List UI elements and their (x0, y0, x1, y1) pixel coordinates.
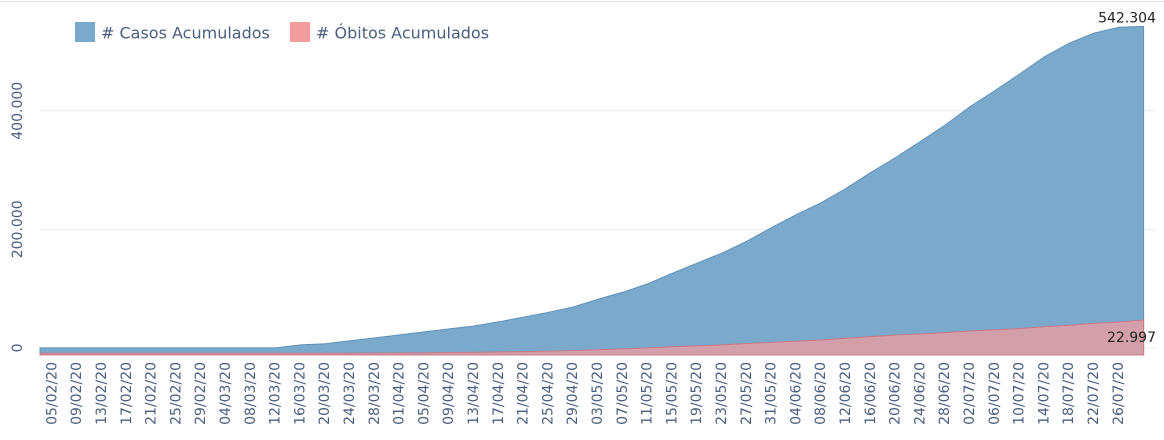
x-tick-label: 15/05/20 (664, 362, 680, 425)
x-tick-label: 08/03/20 (243, 362, 259, 425)
x-tick-label: 05/02/20 (44, 362, 60, 425)
x-tick-label: 28/03/20 (367, 362, 383, 425)
x-tick-label: 06/07/20 (987, 362, 1003, 425)
x-tick-label: 03/05/20 (590, 362, 606, 425)
x-tick-label: 13/04/20 (466, 362, 482, 425)
y-tick-label: 200.000 (10, 200, 26, 258)
x-tick-label: 25/02/20 (168, 362, 184, 425)
x-tick-label: 02/07/20 (962, 362, 978, 425)
x-tick-label: 24/03/20 (342, 362, 358, 425)
x-tick-label: 07/05/20 (615, 362, 631, 425)
x-tick-label: 14/07/20 (1036, 362, 1052, 425)
x-tick-label: 27/05/20 (739, 362, 755, 425)
legend-swatch (290, 22, 310, 42)
x-tick-label: 04/06/20 (788, 362, 804, 425)
legend-label: # Óbitos Acumulados (316, 24, 489, 43)
x-tick-label: 26/07/20 (1111, 362, 1127, 425)
x-tick-label: 19/05/20 (689, 362, 705, 425)
x-tick-label: 12/06/20 (838, 362, 854, 425)
x-tick-label: 23/05/20 (714, 362, 730, 425)
x-tick-label: 11/05/20 (640, 362, 656, 425)
value-label: 542.304 (1098, 10, 1156, 26)
x-tick-label: 17/02/20 (119, 362, 135, 425)
x-tick-label: 21/04/20 (516, 362, 532, 425)
value-label: 22.997 (1107, 330, 1156, 346)
x-tick-label: 29/02/20 (193, 362, 209, 425)
x-tick-label: 04/03/20 (218, 362, 234, 425)
area (39, 25, 1145, 356)
x-tick-label: 08/06/20 (813, 362, 829, 425)
x-tick-label: 01/04/20 (392, 362, 408, 425)
y-tick-label: 400.000 (10, 82, 26, 140)
x-tick-label: 09/02/20 (69, 362, 85, 425)
x-tick-label: 29/04/20 (565, 362, 581, 425)
x-tick-label: 28/06/20 (937, 362, 953, 425)
x-tick-label: 25/04/20 (540, 362, 556, 425)
x-tick-label: 16/03/20 (292, 362, 308, 425)
x-tick-label: 18/07/20 (1061, 362, 1077, 425)
x-tick-label: 20/06/20 (888, 362, 904, 425)
x-tick-label: 09/04/20 (441, 362, 457, 425)
x-tick-label: 21/02/20 (144, 362, 160, 425)
x-tick-label: 20/03/20 (317, 362, 333, 425)
x-tick-label: 16/06/20 (863, 362, 879, 425)
y-tick-label: 0 (10, 343, 26, 352)
x-tick-label: 12/03/20 (268, 362, 284, 425)
x-tick-label: 17/04/20 (491, 362, 507, 425)
legend-swatch (75, 22, 95, 42)
x-tick-label: 05/04/20 (416, 362, 432, 425)
x-tick-label: 10/07/20 (1012, 362, 1028, 425)
x-tick-label: 13/02/20 (94, 362, 110, 425)
x-tick-label: 22/07/20 (1086, 362, 1102, 425)
x-tick-label: 24/06/20 (912, 362, 928, 425)
area (39, 319, 1145, 356)
x-tick-label: 31/05/20 (764, 362, 780, 425)
legend-label: # Casos Acumulados (101, 24, 270, 43)
